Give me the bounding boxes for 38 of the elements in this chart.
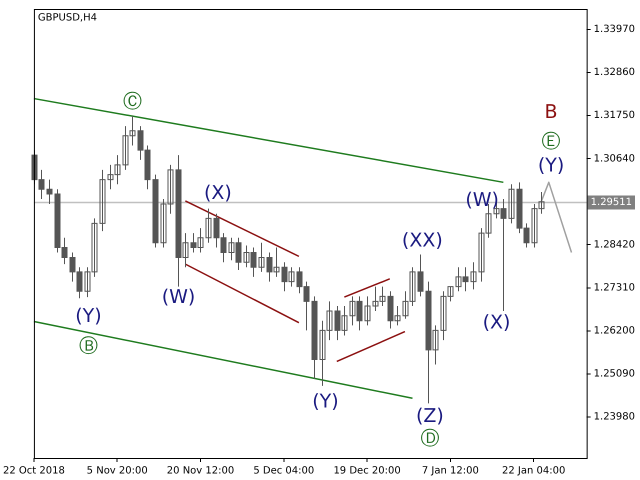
ref-line-label: 1.29511 [590,197,632,208]
annotation: (Z) [416,404,444,427]
annotation: (XX) [402,230,443,252]
annotation: (X) [482,311,510,334]
annotation: (Y) [312,390,339,412]
annotation: Ⓑ [78,335,98,358]
x-tick-label: 22 Oct 2018 [2,466,65,477]
x-tick-label: 7 Jan 12:00 [422,466,479,477]
candlestick [258,242,264,272]
annotation: B [544,101,558,124]
x-tick-label: 22 Jan 04:00 [502,466,566,477]
chart-title: GBPUSD,H4 [38,12,97,24]
candlestick [508,184,514,224]
annotation: Ⓔ [542,130,561,152]
y-tick-label: 1.23980 [594,411,636,422]
y-tick-label: 1.31750 [594,110,636,122]
annotation: (W) [465,188,499,211]
x-tick-label: 5 Nov 20:00 [86,466,148,477]
x-tick-label: 5 Dec 04:00 [253,466,314,477]
candlestick [364,296,370,326]
annotation: Ⓓ [420,427,440,450]
x-tick-label: 20 Nov 12:00 [166,466,234,477]
candlestick [206,208,212,244]
y-tick-label: 1.25090 [594,368,636,380]
x-tick-label: 19 Dec 20:00 [333,466,401,477]
y-tick-label: 1.26200 [594,325,636,336]
annotation: (W) [162,286,196,308]
y-tick-label: 1.30640 [594,153,636,164]
candlestick [470,262,476,290]
annotation: (X) [204,182,232,204]
annotation: Ⓒ [122,90,142,112]
y-tick-label: 1.32860 [594,67,636,78]
annotation: (Y) [75,304,102,327]
y-tick-label: 1.27310 [594,282,636,294]
y-tick-label: 1.28420 [594,239,636,250]
candlestick [100,169,106,232]
annotation: (Y) [538,154,564,177]
y-tick-label: 1.33970 [594,24,636,36]
